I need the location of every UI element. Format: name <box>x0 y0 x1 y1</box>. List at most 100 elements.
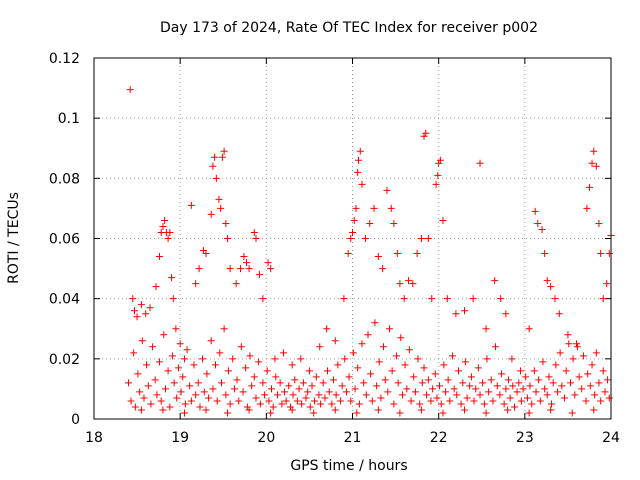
data-point <box>323 325 331 333</box>
data-point <box>403 385 411 393</box>
data-point <box>325 388 333 396</box>
data-point <box>556 349 564 357</box>
data-point <box>159 406 167 414</box>
data-point <box>180 409 188 417</box>
data-point <box>308 382 316 390</box>
data-point <box>531 207 539 215</box>
data-point <box>388 367 396 375</box>
data-point <box>332 391 340 399</box>
data-point <box>549 379 557 387</box>
data-point <box>126 86 134 94</box>
data-point <box>519 385 527 393</box>
data-point <box>586 382 594 390</box>
data-point <box>170 379 178 387</box>
data-point <box>453 391 461 399</box>
data-point <box>237 343 245 351</box>
data-point <box>151 376 159 384</box>
data-point <box>147 400 155 408</box>
data-point <box>575 373 583 381</box>
data-point <box>396 409 404 417</box>
x-tick-label: 22 <box>430 430 448 446</box>
data-point <box>525 325 533 333</box>
data-point <box>316 343 324 351</box>
data-point <box>532 388 540 396</box>
data-point <box>583 204 591 212</box>
data-point <box>243 259 251 267</box>
data-point <box>127 397 135 405</box>
data-point <box>306 403 314 411</box>
data-point <box>321 394 329 402</box>
data-point <box>361 235 369 242</box>
data-point <box>578 385 586 393</box>
data-point <box>431 370 439 378</box>
data-point <box>452 310 460 318</box>
data-point <box>299 379 307 387</box>
data-point <box>250 228 258 236</box>
data-point <box>480 400 488 408</box>
data-point <box>218 153 226 161</box>
data-point <box>255 358 263 366</box>
x-tick-labels: 18 19 20 21 22 23 24 <box>85 430 620 446</box>
data-point <box>366 219 374 227</box>
data-point <box>368 397 376 405</box>
data-point <box>479 379 487 387</box>
data-point <box>457 400 465 408</box>
data-point <box>179 373 187 381</box>
data-point <box>417 406 425 414</box>
data-point <box>245 265 253 273</box>
data-point <box>224 235 232 242</box>
data-point <box>312 373 320 381</box>
data-point <box>153 391 161 399</box>
data-point <box>474 364 482 372</box>
data-point <box>130 349 138 357</box>
data-point <box>159 222 167 230</box>
data-point <box>177 388 185 396</box>
data-point <box>310 409 318 417</box>
data-point <box>187 201 195 209</box>
data-point <box>386 325 394 333</box>
data-point <box>461 406 469 414</box>
data-point <box>242 364 250 372</box>
data-point <box>196 403 204 411</box>
data-point <box>347 397 355 405</box>
x-tick-label: 24 <box>602 430 620 446</box>
data-point <box>252 235 260 242</box>
data-point <box>555 310 563 318</box>
data-point <box>508 355 516 363</box>
data-point <box>215 195 223 203</box>
data-point <box>195 265 203 273</box>
data-point <box>605 250 613 258</box>
data-point <box>522 373 530 381</box>
data-point <box>374 253 382 261</box>
y-tick-label: 0.02 <box>49 352 80 368</box>
data-point <box>317 400 325 408</box>
data-point <box>302 394 310 402</box>
x-axis-label: GPS time / hours <box>290 458 407 474</box>
data-point <box>539 358 547 366</box>
data-point <box>181 400 189 408</box>
data-point <box>222 391 230 399</box>
data-point <box>282 397 290 405</box>
data-point <box>224 409 232 417</box>
data-point <box>229 355 237 363</box>
data-point <box>160 331 168 339</box>
data-point <box>411 388 419 396</box>
data-point <box>417 235 425 242</box>
data-point <box>454 367 462 375</box>
data-point <box>289 391 297 399</box>
data-point <box>192 280 200 288</box>
data-point <box>360 379 368 387</box>
data-point <box>295 385 303 393</box>
data-point <box>595 219 603 227</box>
data-point <box>502 385 510 393</box>
data-point <box>552 361 560 369</box>
data-point <box>526 382 534 390</box>
data-point <box>551 295 559 303</box>
x-tick-label: 23 <box>516 430 534 446</box>
data-point <box>315 391 323 399</box>
data-point <box>476 159 484 167</box>
data-point <box>541 250 549 258</box>
data-point <box>166 228 174 236</box>
data-point <box>367 370 375 378</box>
